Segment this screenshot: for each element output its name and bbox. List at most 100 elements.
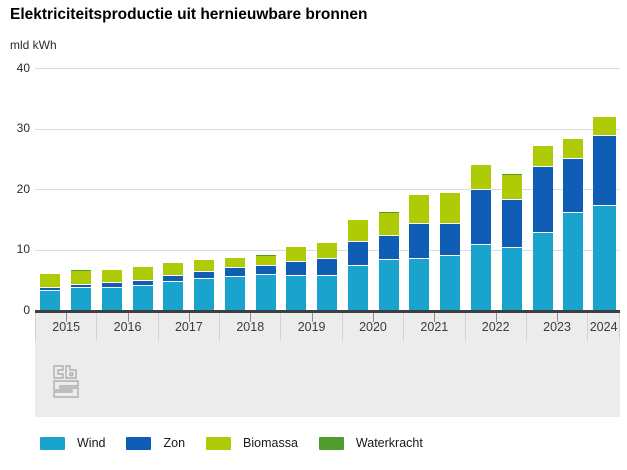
bar-segment-biomassa[interactable] <box>532 146 553 167</box>
bar-2018-1[interactable] <box>224 257 245 310</box>
x-tick-label-2020: 2020 <box>341 313 403 341</box>
bar-segment-biomassa[interactable] <box>317 243 338 260</box>
bar-segment-zon[interactable] <box>255 265 276 275</box>
x-tick-label-2018: 2018 <box>219 313 280 341</box>
bar-segment-zon[interactable] <box>132 280 153 286</box>
x-tick-label-2022: 2022 <box>464 313 526 341</box>
bar-segment-zon[interactable] <box>71 284 92 289</box>
bar-segment-zon[interactable] <box>194 271 215 280</box>
bar-segment-zon[interactable] <box>563 158 584 214</box>
bar-slot <box>220 68 251 310</box>
bar-2020-2[interactable] <box>378 212 399 310</box>
bar-segment-biomassa[interactable] <box>378 212 399 237</box>
bar-segment-zon[interactable] <box>101 283 122 288</box>
y-axis-unit-label: mld kWh <box>10 38 57 52</box>
bar-2021-1[interactable] <box>409 194 430 310</box>
year-label: 2019 <box>297 320 326 334</box>
bar-slot <box>527 68 558 310</box>
bar-segment-zon[interactable] <box>224 268 245 277</box>
bar-segment-biomassa[interactable] <box>501 174 522 200</box>
bar-segment-wind[interactable] <box>40 290 61 310</box>
bar-segment-zon[interactable] <box>532 166 553 233</box>
bar-segment-wind[interactable] <box>163 282 184 310</box>
legend-label: Wind <box>77 436 106 450</box>
bar-segment-biomassa[interactable] <box>163 263 184 276</box>
bar-slot <box>496 68 527 310</box>
bar-segment-zon[interactable] <box>470 189 491 246</box>
bar-segment-biomassa[interactable] <box>563 139 584 159</box>
bar-slot <box>343 68 374 310</box>
bar-segment-zon[interactable] <box>592 136 616 206</box>
bar-2020-1[interactable] <box>347 219 368 310</box>
bar-2021-2[interactable] <box>440 192 461 310</box>
bar-segment-biomassa[interactable] <box>286 247 307 263</box>
bar-2017-2[interactable] <box>194 260 215 310</box>
bar-segment-biomassa[interactable] <box>101 270 122 284</box>
legend-item-zon: Zon <box>126 436 185 450</box>
bar-segment-zon[interactable] <box>163 275 184 283</box>
bar-2016-1[interactable] <box>101 269 122 310</box>
bar-segment-zon[interactable] <box>409 223 430 259</box>
bar-segment-wind[interactable] <box>409 258 430 310</box>
bar-2015-1[interactable] <box>40 274 61 310</box>
bar-segment-biomassa[interactable] <box>194 260 215 272</box>
bar-segment-wind[interactable] <box>71 288 92 310</box>
half-year-tick <box>311 313 313 322</box>
bar-2023-2[interactable] <box>563 139 584 310</box>
bar-segment-biomassa[interactable] <box>409 195 430 224</box>
bar-segment-wind[interactable] <box>470 245 491 310</box>
bar-2019-2[interactable] <box>317 243 338 310</box>
bar-segment-wind[interactable] <box>194 279 215 310</box>
x-tick-label-2015: 2015 <box>35 313 96 341</box>
bar-segment-biomassa[interactable] <box>255 255 276 266</box>
bar-segment-biomassa[interactable] <box>440 193 461 224</box>
year-label: 2022 <box>481 320 510 334</box>
bar-segment-zon[interactable] <box>501 199 522 249</box>
bar-segment-wind[interactable] <box>501 248 522 310</box>
bar-segment-wind[interactable] <box>378 260 399 310</box>
year-group-2023 <box>527 68 589 310</box>
bar-2023-1[interactable] <box>532 145 553 310</box>
bar-segment-wind[interactable] <box>440 255 461 310</box>
bar-segment-wind[interactable] <box>347 266 368 310</box>
legend-swatch-waterkracht <box>318 436 344 450</box>
bar-slot <box>66 68 97 310</box>
bar-segment-wind[interactable] <box>286 276 307 310</box>
bar-2018-2[interactable] <box>255 255 276 310</box>
bar-segment-wind[interactable] <box>132 285 153 310</box>
bar-segment-wind[interactable] <box>317 275 338 310</box>
bar-segment-biomassa[interactable] <box>470 164 491 190</box>
bar-segment-zon[interactable] <box>40 287 61 291</box>
bar-segment-zon[interactable] <box>286 262 307 277</box>
bar-segment-biomassa[interactable] <box>40 274 61 288</box>
bar-2022-2[interactable] <box>501 174 522 310</box>
year-label: 2024 <box>589 320 618 334</box>
bar-segment-biomassa[interactable] <box>347 219 368 243</box>
bar-segment-wind[interactable] <box>224 276 245 310</box>
bar-segment-wind[interactable] <box>101 287 122 310</box>
bar-segment-biomassa[interactable] <box>592 117 616 137</box>
bar-segment-biomassa[interactable] <box>224 257 245 269</box>
bar-slot <box>281 68 312 310</box>
bar-segment-wind[interactable] <box>563 213 584 310</box>
bar-2022-1[interactable] <box>470 164 491 310</box>
x-axis-labels: 2015 2016 2017 2018 2019 2020 2021 2022 2023 2024 <box>35 313 621 341</box>
bar-2017-1[interactable] <box>163 263 184 310</box>
half-year-tick <box>188 313 190 322</box>
bar-2019-1[interactable] <box>286 246 307 310</box>
bar-2024-1[interactable] <box>592 116 616 310</box>
year-group-2015 <box>35 68 97 310</box>
bar-segment-zon[interactable] <box>440 223 461 256</box>
bar-segment-biomassa[interactable] <box>71 270 92 285</box>
bar-segment-biomassa[interactable] <box>132 267 153 281</box>
bar-segment-zon[interactable] <box>378 236 399 261</box>
bar-segment-wind[interactable] <box>592 205 616 310</box>
bar-segment-zon[interactable] <box>317 259 338 276</box>
bar-2015-2[interactable] <box>71 270 92 310</box>
bar-segment-wind[interactable] <box>255 274 276 310</box>
bar-segment-wind[interactable] <box>532 232 553 310</box>
bar-2016-2[interactable] <box>132 266 153 310</box>
bar-slot <box>312 68 343 310</box>
gridline-40 <box>35 68 620 69</box>
bar-segment-zon[interactable] <box>347 242 368 267</box>
